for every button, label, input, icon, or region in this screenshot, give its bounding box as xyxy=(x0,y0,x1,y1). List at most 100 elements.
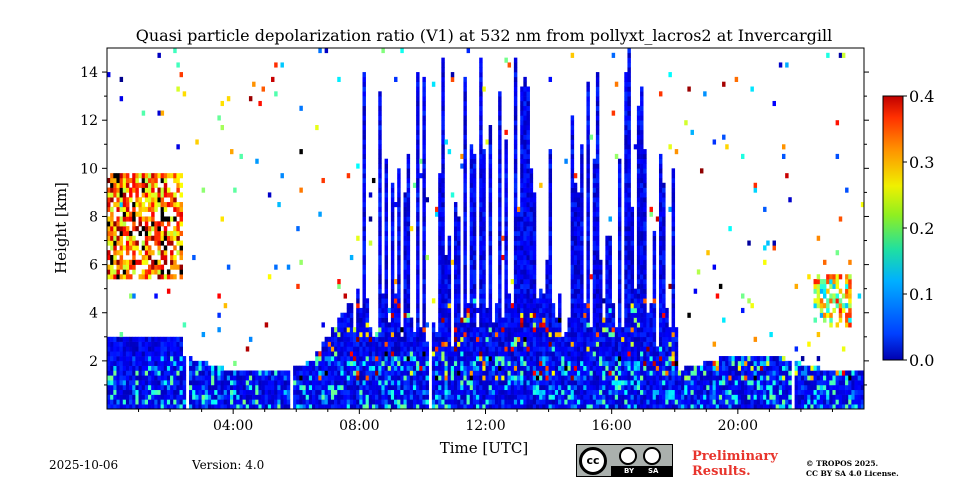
heatmap-cell xyxy=(176,144,180,150)
heatmap-cell xyxy=(397,173,401,179)
heatmap-cell xyxy=(441,269,445,275)
heatmap-cell xyxy=(144,384,149,391)
heatmap-cell xyxy=(479,365,483,371)
heatmap-cell xyxy=(539,303,543,309)
heatmap-cell xyxy=(135,259,139,265)
heatmap-cell xyxy=(504,202,508,208)
heatmap-cell xyxy=(602,336,606,342)
heatmap-cell xyxy=(324,394,329,400)
heatmap-cell xyxy=(595,216,600,222)
heatmap-cell xyxy=(416,259,420,265)
heatmap-cell xyxy=(482,322,486,328)
heatmap-cell xyxy=(643,221,647,227)
heatmap-cell xyxy=(315,375,319,381)
heatmap-cell xyxy=(176,384,180,391)
heatmap-cell xyxy=(226,389,231,395)
heatmap-cell xyxy=(334,346,338,352)
heatmap-cell xyxy=(453,336,458,342)
heatmap-cell xyxy=(148,370,152,376)
heatmap-cell xyxy=(479,298,483,304)
heatmap-cell xyxy=(412,394,417,400)
heatmap-cell xyxy=(498,91,502,97)
heatmap-cell xyxy=(592,283,597,289)
heatmap-cell xyxy=(605,269,609,275)
heatmap-cell xyxy=(435,404,439,410)
heatmap-cell xyxy=(617,317,622,323)
heatmap-cell xyxy=(513,264,518,270)
heatmap-cell xyxy=(334,384,338,391)
heatmap-cell xyxy=(362,250,366,256)
heatmap-cell xyxy=(602,341,606,347)
heatmap-cell xyxy=(485,399,489,405)
heatmap-cell xyxy=(390,360,395,366)
heatmap-cell xyxy=(387,322,392,328)
heatmap-cell xyxy=(378,274,382,280)
heatmap-cell xyxy=(122,226,127,232)
heatmap-cell xyxy=(239,153,243,159)
heatmap-cell xyxy=(141,370,146,376)
heatmap-cell xyxy=(523,105,527,111)
heatmap-cell xyxy=(646,336,650,342)
heatmap-cell xyxy=(387,404,392,410)
heatmap-cell xyxy=(356,322,360,328)
heatmap-cell xyxy=(119,404,124,410)
heatmap-cell xyxy=(535,356,540,362)
heatmap-cell xyxy=(523,96,527,102)
heatmap-cell xyxy=(570,240,575,246)
heatmap-cell xyxy=(189,375,193,381)
heatmap-cell xyxy=(548,317,553,323)
heatmap-cell xyxy=(627,105,631,111)
heatmap-cell xyxy=(416,81,420,87)
heatmap-cell xyxy=(274,394,278,400)
heatmap-cell xyxy=(548,341,553,347)
heatmap-cell xyxy=(378,110,382,116)
heatmap-cell xyxy=(485,370,489,376)
heatmap-cell xyxy=(422,399,426,405)
heatmap-cell xyxy=(397,168,401,174)
heatmap-cell xyxy=(592,211,597,217)
heatmap-cell xyxy=(570,331,575,338)
heatmap-cell xyxy=(119,197,124,203)
heatmap-cell xyxy=(576,216,581,222)
heatmap-cell xyxy=(636,380,641,386)
heatmap-cell xyxy=(179,394,183,400)
heatmap-cell xyxy=(107,197,111,203)
heatmap-cell xyxy=(387,365,392,371)
heatmap-cell xyxy=(589,370,594,376)
heatmap-cell xyxy=(444,303,448,309)
heatmap-cell xyxy=(643,336,647,342)
heatmap-cell xyxy=(141,226,146,232)
heatmap-cell xyxy=(504,230,508,237)
heatmap-cell xyxy=(539,351,543,357)
heatmap-cell xyxy=(580,149,584,155)
heatmap-cell xyxy=(561,394,565,400)
heatmap-cell xyxy=(627,250,631,256)
heatmap-cell xyxy=(170,399,174,405)
heatmap-cell xyxy=(513,365,518,371)
heatmap-cell xyxy=(558,331,562,338)
heatmap-cell xyxy=(425,399,430,405)
heatmap-cell xyxy=(624,404,628,410)
heatmap-cell xyxy=(223,370,228,376)
heatmap-cell xyxy=(640,259,644,265)
heatmap-cell xyxy=(595,259,600,265)
heatmap-cell xyxy=(630,245,635,251)
heatmap-cell xyxy=(154,351,158,357)
heatmap-cell xyxy=(573,259,578,265)
heatmap-cell xyxy=(444,139,448,145)
heatmap-cell xyxy=(422,250,426,256)
heatmap-cell xyxy=(340,384,344,391)
heatmap-cell xyxy=(264,404,269,410)
heatmap-cell xyxy=(529,331,534,338)
heatmap-cell xyxy=(535,303,540,309)
heatmap-cell xyxy=(573,360,578,366)
heatmap-cell xyxy=(545,365,549,371)
heatmap-cell xyxy=(160,356,165,362)
heatmap-cell xyxy=(151,187,155,193)
heatmap-cell xyxy=(472,269,477,275)
heatmap-cell xyxy=(457,327,461,333)
heatmap-cell xyxy=(586,288,590,294)
heatmap-cell xyxy=(602,317,606,323)
heatmap-cell xyxy=(640,274,644,280)
heatmap-cell xyxy=(532,380,537,386)
